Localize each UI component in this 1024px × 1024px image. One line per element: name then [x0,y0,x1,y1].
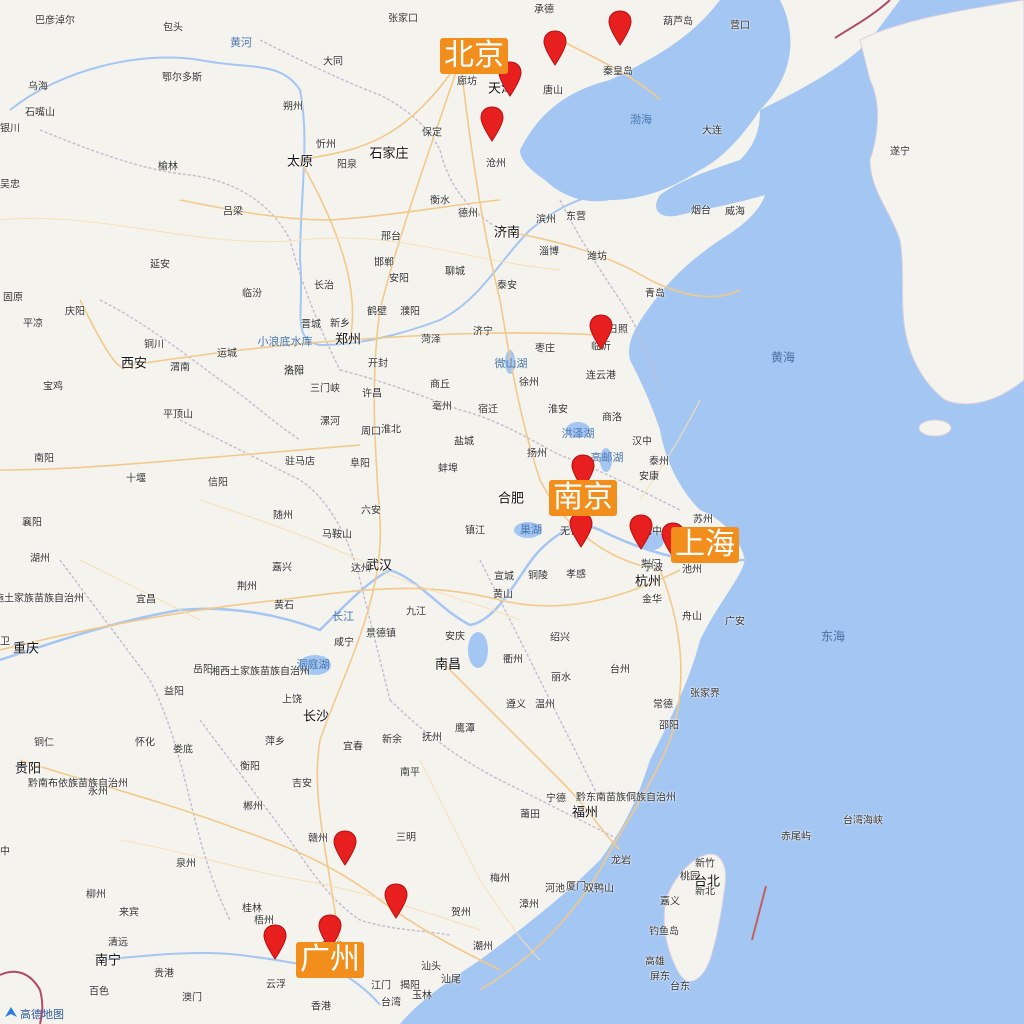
poyang-lake [468,632,488,668]
city-highlight-badge-shanghai[interactable]: 上海 [671,527,739,563]
map-marker-shaoguan-icon[interactable] [333,830,357,866]
national-border [834,0,891,39]
map-marker-yunfu-icon[interactable] [263,924,287,960]
bohai-sea [520,0,791,202]
korean-peninsula [859,0,1024,405]
taiwan-island [663,853,727,982]
yellow-east-sea [400,0,1024,1024]
maritime-boundary [751,885,767,941]
map-marker-xuancheng-icon[interactable] [569,512,593,548]
map-marker-huzhou-icon[interactable] [629,514,653,550]
pearl-river [99,951,381,1006]
hongze-lake [566,422,590,438]
map-marker-cangzhou-icon[interactable] [480,106,504,142]
southern-border [0,970,44,1024]
city-highlight-badge-beijing[interactable]: 北京 [440,38,508,74]
jeju-island [918,419,952,437]
highway-network-secondary [0,217,701,961]
highway-network [0,39,741,991]
map-marker-qinhuangdao-icon[interactable] [608,10,632,46]
city-highlight-badge-guangzhou[interactable]: 广州 [296,942,364,978]
map-attribution[interactable]: 高德地图 [4,1005,64,1022]
province-borders [39,39,681,936]
amap-logo-icon [4,1005,18,1022]
map-marker-heyuan-icon[interactable] [384,883,408,919]
map-marker-lianyungang-icon[interactable] [589,314,613,350]
attribution-text: 高德地图 [20,1007,64,1021]
city-highlight-badge-nanjing[interactable]: 南京 [549,480,617,516]
chaohu-lake [514,522,542,538]
dongting-lake [299,655,331,675]
yellow-river [9,56,621,347]
gaoyou-lake [600,448,612,472]
map-marker-tangshan-icon[interactable] [543,30,567,66]
